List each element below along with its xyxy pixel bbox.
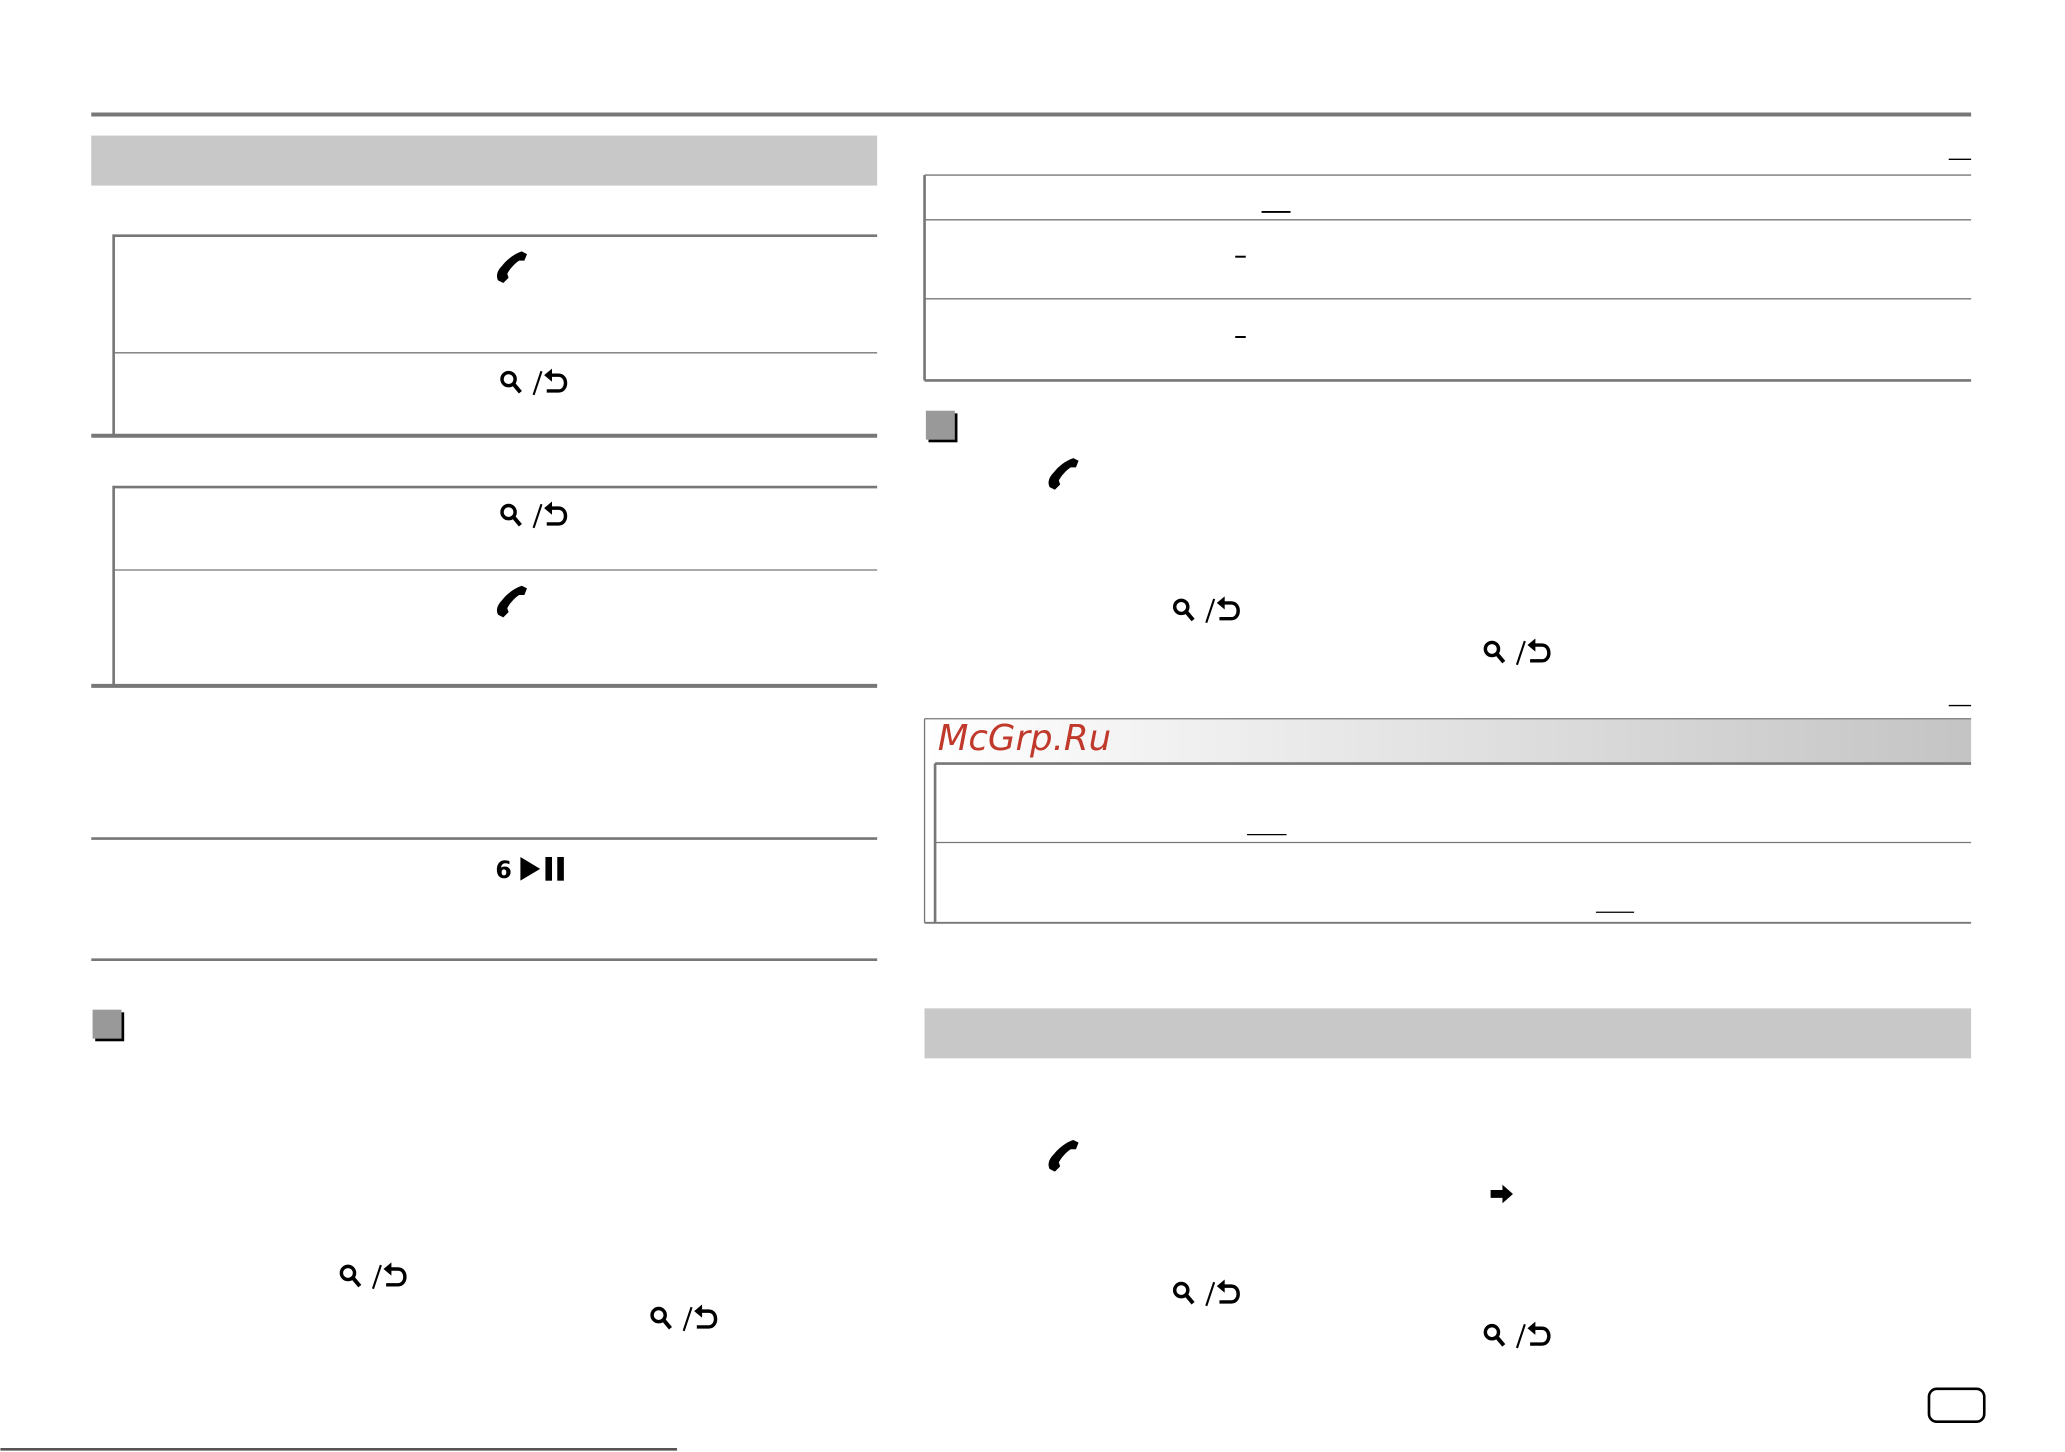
section-bullet xyxy=(925,410,958,443)
arrow-icon xyxy=(1490,1184,1513,1204)
section-header-bar xyxy=(91,135,878,186)
key-number: 6 xyxy=(495,856,511,884)
phone-icon xyxy=(1048,458,1079,490)
table-1 xyxy=(91,234,878,438)
play-pause-icon: 6 xyxy=(495,856,564,884)
section-bullet xyxy=(92,1009,125,1042)
page-number-box xyxy=(1927,1387,1986,1424)
phone-icon xyxy=(1048,1140,1079,1172)
watermark: McGrp.Ru xyxy=(938,718,1111,759)
search-back-icon xyxy=(1172,1277,1241,1308)
search-back-icon xyxy=(650,1302,718,1333)
search-back-icon xyxy=(500,366,568,397)
search-back-icon xyxy=(1172,594,1241,625)
search-back-icon xyxy=(1483,636,1551,667)
search-back-icon xyxy=(1483,1319,1551,1350)
search-back-icon xyxy=(500,499,568,530)
phone-icon xyxy=(496,585,527,618)
note-box xyxy=(923,718,1972,924)
table-4 xyxy=(923,174,1972,382)
table-2 xyxy=(91,485,878,688)
search-back-icon xyxy=(339,1260,407,1291)
table-3 xyxy=(91,837,878,961)
section-header-bar xyxy=(924,1008,1972,1059)
phone-icon xyxy=(496,251,527,284)
underlines xyxy=(1235,210,1291,338)
